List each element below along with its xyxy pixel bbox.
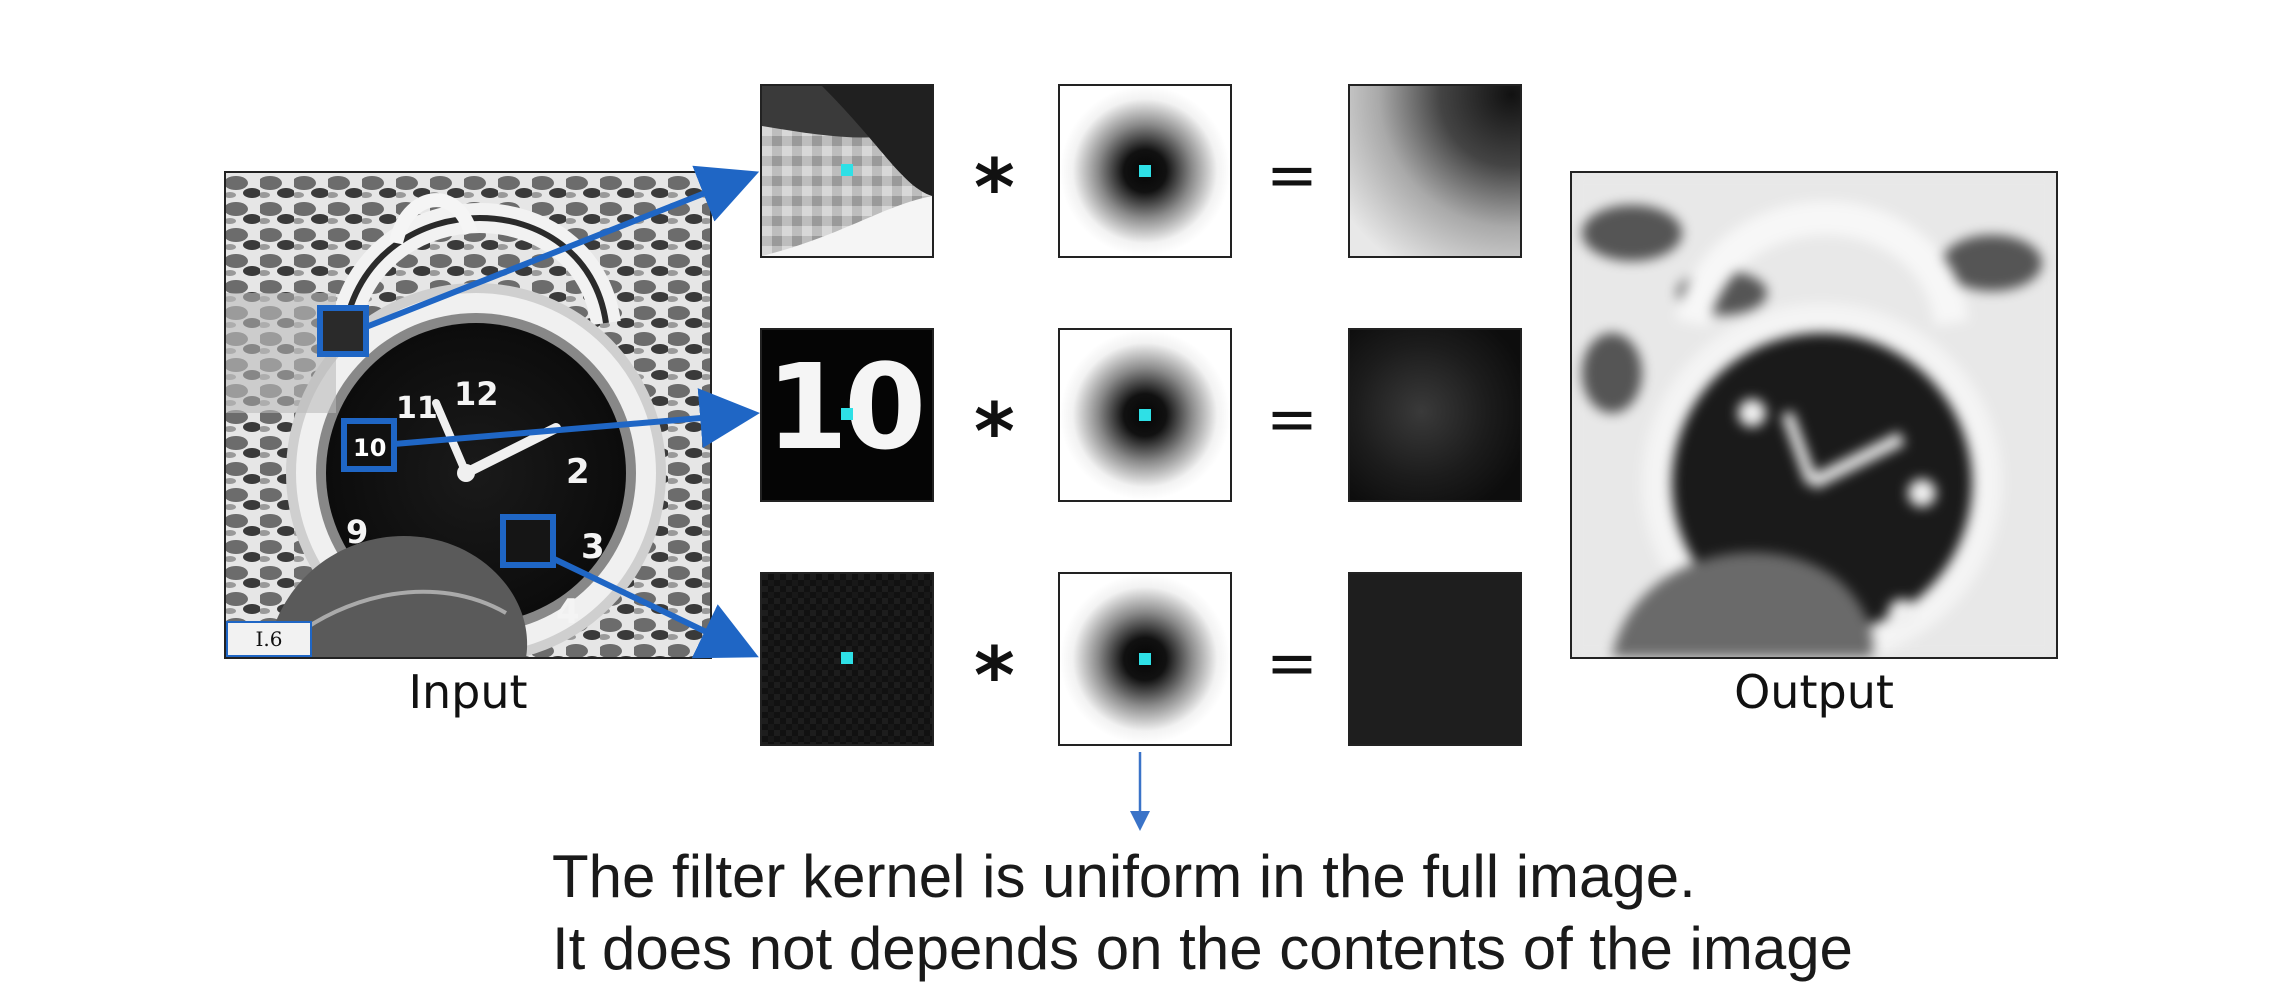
center-marker [1139, 409, 1151, 421]
note-line-2: It does not depends on the contents of t… [552, 915, 1853, 982]
svg-text:3: 3 [581, 527, 605, 567]
center-marker [841, 652, 853, 664]
patch-numeral-10: 10 [760, 328, 934, 502]
convolve-operator: * [974, 388, 1015, 478]
result-patch-3 [1348, 572, 1522, 746]
result-patch-2 [1348, 328, 1522, 502]
equals-operator: = [1266, 626, 1318, 699]
kernel-gaussian [1058, 328, 1232, 502]
svg-text:9: 9 [346, 513, 368, 551]
svg-text:4: 4 [556, 592, 580, 632]
equals-operator: = [1266, 382, 1318, 455]
kernel-gaussian [1058, 84, 1232, 258]
center-marker [841, 408, 853, 420]
patch-numeral-text: 10 [766, 338, 926, 476]
convolve-operator: * [974, 632, 1015, 722]
convolve-operator: * [974, 144, 1015, 234]
patch-leaf-edge [760, 84, 934, 258]
note-line-1: The filter kernel is uniform in the full… [552, 843, 1696, 910]
patch-dial-dark [760, 572, 934, 746]
svg-text:11: 11 [396, 391, 438, 426]
result-patch-1 [1348, 84, 1522, 258]
svg-text:2: 2 [566, 452, 590, 492]
numeral-10-inset: 10 [353, 434, 386, 462]
svg-text:12: 12 [454, 375, 499, 413]
output-caption: Output [1734, 665, 1894, 719]
kernel-gaussian [1058, 572, 1232, 746]
input-image: 11 12 9 2 3 4 5 10 I.6 [224, 171, 712, 659]
center-marker [1139, 165, 1151, 177]
input-caption: Input [408, 665, 528, 719]
equals-operator: = [1266, 138, 1318, 211]
image-badge: I.6 [226, 621, 312, 657]
output-image [1570, 171, 2058, 659]
center-marker [1139, 653, 1151, 665]
center-marker [841, 164, 853, 176]
